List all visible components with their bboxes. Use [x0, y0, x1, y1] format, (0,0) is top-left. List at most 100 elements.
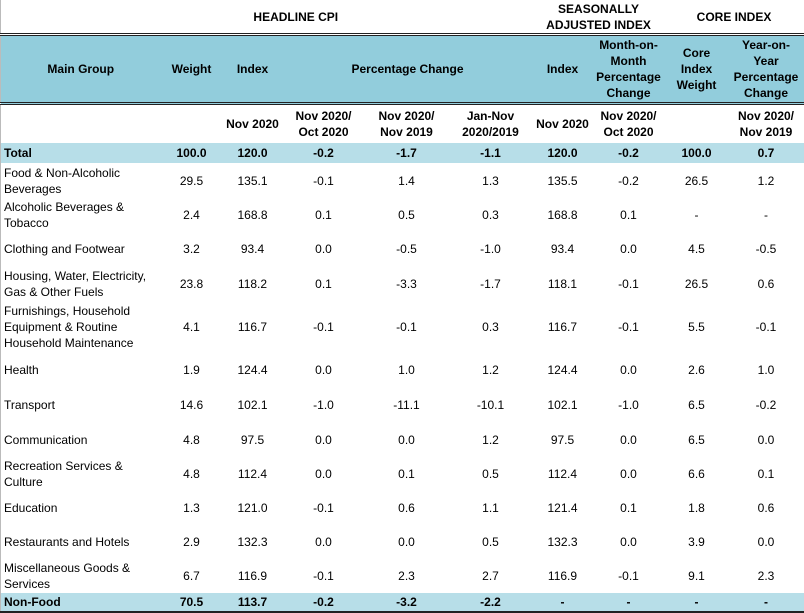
col-index: Index	[222, 34, 283, 105]
value-cell: 1.0	[757, 362, 775, 377]
table-row: Food & Non-Alcoholic Beverages 29.5 135.1 -…	[1, 163, 804, 198]
value-cell: 9.1	[688, 568, 705, 583]
value-cell: 3.9	[688, 534, 705, 549]
value-cell: 4.8	[183, 467, 200, 481]
value-cell: 0.5	[398, 207, 415, 222]
value-cell: -0.1	[313, 568, 334, 583]
table-row: Clothing and Footwear 3.2 93.4 0.0 -0.5 -1.0 9…	[1, 231, 804, 266]
value-cell: 124.4	[547, 362, 578, 377]
value-cell: 1.1	[482, 501, 499, 515]
value-cell: 0.1	[620, 501, 637, 515]
value-cell: -10.1	[476, 398, 505, 412]
period-header-row: Nov 2020 Nov 2020/ Oct 2020 Nov 2020/ Nov …	[1, 104, 804, 144]
value-cell: 132.3	[547, 534, 578, 549]
value-cell: -	[728, 593, 804, 613]
main-group-cell: Housing, Water, Electricity, Gas & Other…	[4, 269, 147, 299]
value-cell: 0.0	[757, 433, 775, 447]
main-group-cell: Restaurants and Hotels	[4, 534, 130, 549]
main-group-cell: Food & Non-Alcoholic Beverages	[4, 165, 121, 196]
section-header-row: HEADLINE CPI SEASONALLY ADJUSTED INDEX C…	[0, 0, 804, 36]
value-cell: -0.1	[313, 320, 334, 334]
value-cell: 112.4	[237, 467, 268, 481]
value-cell: -	[764, 207, 769, 222]
value-cell: 3.2	[183, 241, 200, 256]
period-header-cell	[161, 104, 223, 144]
value-cell: 1.8	[688, 501, 705, 515]
value-cell: -0.2	[618, 173, 639, 188]
value-cell: -1.7	[364, 143, 449, 163]
value-cell: 26.5	[684, 277, 709, 291]
value-cell: 0.0	[398, 534, 415, 549]
value-cell: -1.1	[448, 143, 533, 163]
value-cell: 1.9	[183, 362, 200, 377]
value-cell: 0.1	[315, 277, 332, 291]
value-cell: 1.0	[398, 362, 415, 377]
value-cell: 23.8	[179, 277, 204, 291]
col-mom-change: Month-on-Month Percentage Change	[592, 34, 665, 105]
value-cell: 168.8	[547, 207, 578, 222]
value-cell: 6.5	[688, 433, 705, 447]
value-cell: 121.4	[547, 501, 578, 515]
value-cell: 135.1	[237, 173, 268, 188]
value-cell: 102.1	[547, 398, 578, 412]
value-cell: -0.2	[282, 593, 365, 613]
value-cell: 97.5	[550, 433, 575, 447]
value-cell: 4.5	[688, 241, 705, 256]
table-row: Total 100.0 120.0 -0.2 -1.7 -1.1 120.0 -0.2 100.…	[0, 143, 804, 163]
value-cell: 120.0	[222, 143, 283, 163]
value-cell: 1.3	[183, 501, 200, 515]
main-group-cell: Health	[4, 362, 39, 377]
main-group-cell: Furnishings, Household Equipment & Routi…	[4, 304, 134, 350]
value-cell: 0.0	[620, 534, 637, 549]
col-core-weight: Core Index Weight	[664, 34, 729, 105]
table-row: Communication 4.8 97.5 0.0 0.0 1.2 97.5 0.0 6.5 0…	[1, 423, 804, 457]
col-yoy-change: Year-on-Year Percentage Change	[728, 34, 804, 105]
value-cell: -0.1	[618, 277, 639, 291]
value-cell: 1.3	[482, 173, 499, 188]
value-cell: 0.0	[315, 534, 332, 549]
value-cell: -1.0	[313, 398, 334, 412]
value-cell: -	[664, 593, 729, 613]
period-header-cell: Nov 2020	[536, 117, 589, 131]
table-row: Restaurants and Hotels 2.9 132.3 0.0 0.0 0.5 1…	[1, 525, 804, 558]
value-cell: -0.2	[282, 143, 365, 163]
table-row: Recreation Services & Culture 4.8 112.4 0.0…	[1, 457, 804, 491]
value-cell: 0.0	[757, 534, 775, 549]
value-cell: 1.2	[482, 362, 499, 377]
value-cell: 2.4	[183, 207, 200, 222]
value-cell: 2.7	[482, 568, 499, 583]
value-cell: 0.0	[315, 433, 332, 447]
value-cell: 29.5	[179, 173, 204, 188]
value-cell: 100.0	[664, 143, 729, 163]
value-cell: -3.2	[364, 593, 449, 613]
period-header-cell: Nov 2020/ Nov 2019	[737, 109, 795, 139]
main-group-cell: Education	[4, 501, 58, 515]
value-cell: 2.3	[757, 568, 775, 583]
table-row: Miscellaneous Goods & Services 6.7 116.9 -0…	[1, 558, 804, 593]
value-cell: 112.4	[547, 467, 578, 481]
value-cell: 0.6	[398, 501, 415, 515]
value-cell: 113.7	[222, 593, 283, 613]
col-percentage-change: Percentage Change	[282, 34, 533, 105]
value-cell: 116.9	[547, 568, 578, 583]
value-cell: -	[694, 207, 699, 222]
value-cell: 1.4	[398, 173, 415, 188]
value-cell: 0.5	[482, 534, 499, 549]
value-cell: 0.0	[620, 241, 637, 256]
value-cell: 0.1	[315, 207, 332, 222]
value-cell: 93.4	[240, 241, 265, 256]
value-cell: -	[532, 593, 593, 613]
value-cell: 70.5	[160, 593, 223, 613]
value-cell: -0.5	[396, 241, 417, 256]
value-cell: 14.6	[179, 398, 204, 412]
period-header-cell: Nov 2020	[226, 117, 279, 131]
value-cell: -0.1	[618, 568, 639, 583]
value-cell: 102.1	[237, 398, 268, 412]
headline-cpi-heading: HEADLINE CPI	[0, 0, 533, 36]
value-cell: 0.1	[398, 467, 415, 481]
value-cell: 0.3	[482, 207, 499, 222]
period-header-cell	[1, 104, 161, 144]
value-cell: 0.6	[757, 277, 775, 291]
table-row: Alcoholic Beverages & Tobacco 2.4 168.8 0.1…	[1, 198, 804, 231]
value-cell: 135.5	[547, 173, 578, 188]
